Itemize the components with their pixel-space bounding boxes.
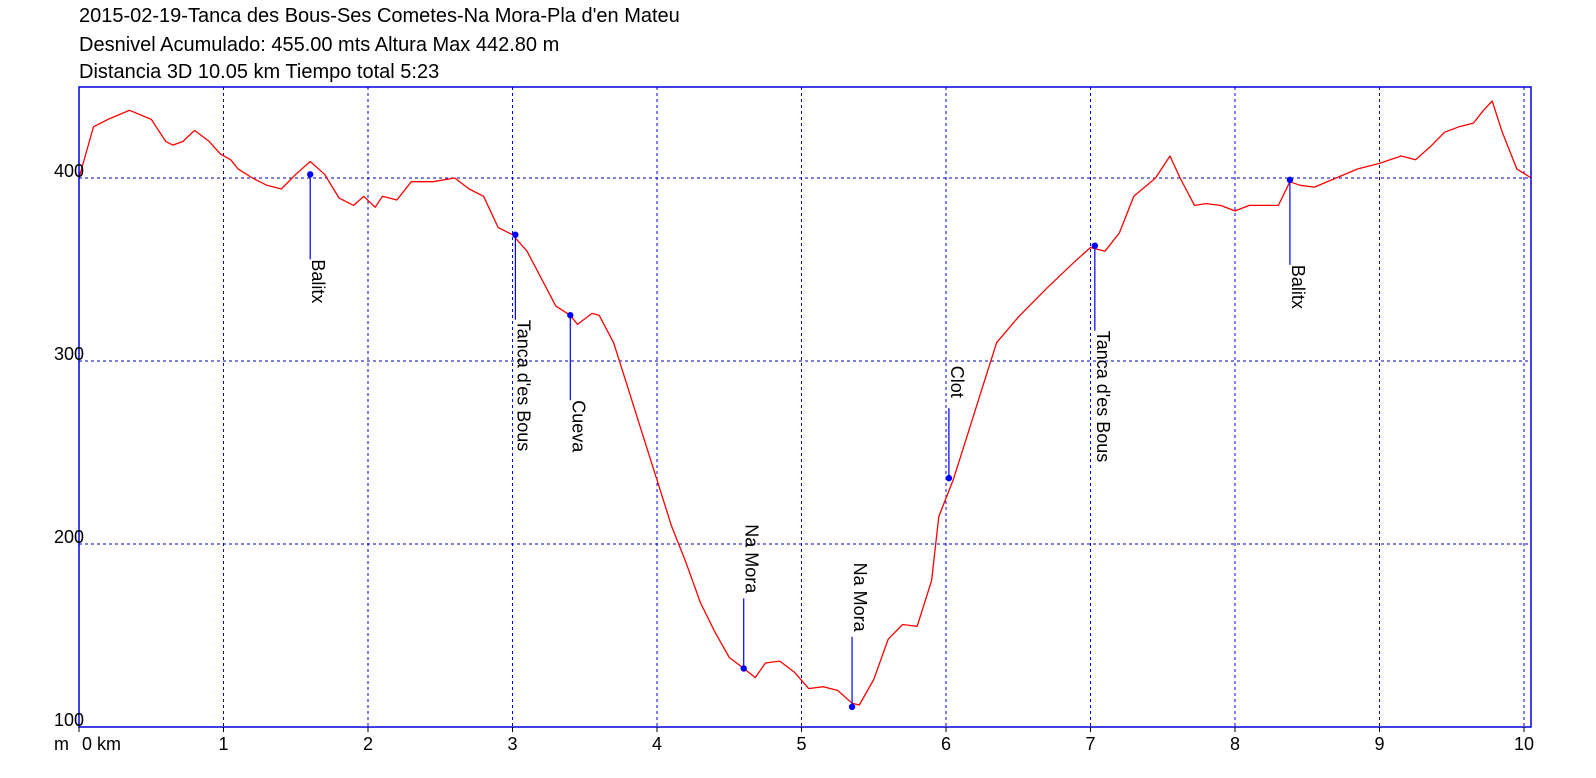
waypoint-layer: Balitx Tanca d'es Bous Cueva Na Mora Na Mora… [307, 171, 1308, 711]
waypoint-marker-6 [1091, 242, 1099, 249]
x-tick-label-5: 5 [796, 734, 806, 754]
x-tick-label-4: 4 [652, 734, 662, 754]
waypoint-label-1: Tanca d'es Bous [513, 320, 533, 452]
x-tick-label-6: 6 [941, 734, 951, 754]
grid-layer [79, 87, 1531, 727]
waypoint-label-4: Na Mora [850, 563, 870, 633]
waypoint-marker-3 [740, 665, 747, 672]
waypoint-label-2: Cueva [568, 400, 588, 453]
y-axis-unit-label: m [54, 734, 69, 754]
x-tick-label-0: 0 [82, 734, 92, 754]
axis-layer [78, 86, 1532, 728]
x-tick-label-2: 2 [363, 734, 373, 754]
waypoint-label-0: Balitx [308, 259, 328, 303]
waypoint-marker-7 [1286, 176, 1294, 184]
waypoint-label-7: Balitx [1288, 265, 1308, 309]
line-layer [78, 100, 1532, 706]
y-tick-label-300: 300 [54, 344, 84, 364]
waypoint-label-6: Tanca d'es Bous [1093, 331, 1113, 463]
waypoint-label-5: Clot [947, 366, 967, 398]
chart-subtitle-distance: Distancia 3D 10.05 km Tiempo total 5:23 [79, 61, 440, 83]
waypoint-marker-5 [945, 474, 953, 482]
waypoint-marker-2 [567, 312, 574, 319]
x-tick-label-8: 8 [1230, 734, 1240, 754]
waypoint-marker-0 [307, 171, 314, 178]
chart-subtitle-elevation: Desnivel Acumulado: 455.00 mts Altura Ma… [79, 34, 560, 56]
x-tick-label-3: 3 [507, 734, 517, 754]
x-tick-label-9: 9 [1374, 734, 1384, 754]
waypoint-label-3: Na Mora [742, 524, 762, 594]
x-tick-label-10: 10 [1514, 734, 1534, 754]
x-tick-label-1: 1 [218, 734, 228, 754]
y-tick-label-100: 100 [54, 710, 84, 730]
elevation-series-line-0 [78, 100, 1532, 706]
y-tick-label-200: 200 [54, 527, 84, 547]
tick-label-layer: 0 1 2 3 4 5 6 7 8 9 10 m km 100 200 300 400 [54, 161, 1534, 754]
waypoint-marker-1 [512, 231, 519, 238]
x-axis-unit-label: km [97, 734, 121, 754]
y-tick-label-400: 400 [54, 161, 84, 181]
waypoint-marker-4 [848, 703, 856, 711]
chart-title: 2015-02-19-Tanca des Bous-Ses Cometes-Na… [79, 5, 680, 27]
x-tick-label-7: 7 [1085, 734, 1095, 754]
plot-frame [78, 86, 1532, 728]
